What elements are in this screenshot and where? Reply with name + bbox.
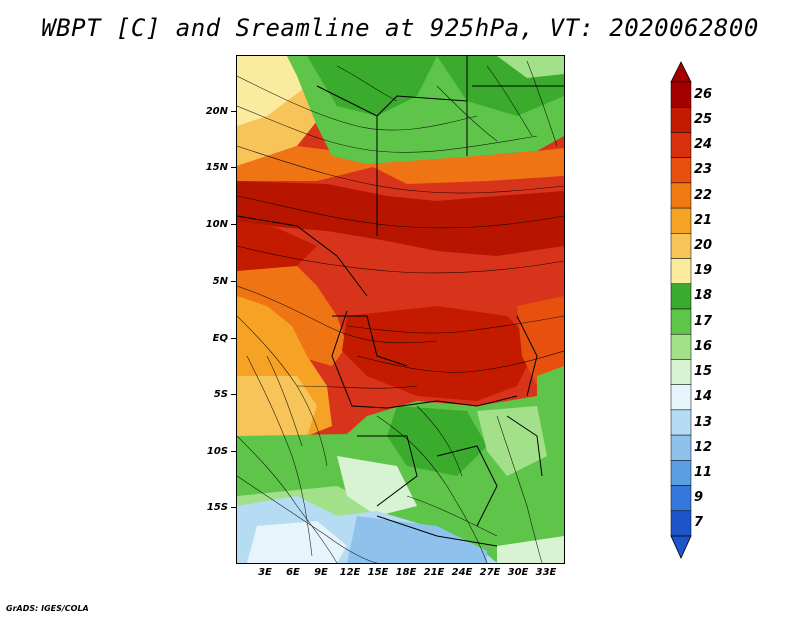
colorbar-swatch: [670, 207, 692, 234]
lat-tick: [231, 111, 236, 112]
colorbar-swatch: [670, 359, 692, 385]
colorbar-label: 25: [694, 111, 713, 127]
lon-label-9e: 9E: [314, 567, 328, 578]
colorbar-max-arrow: [670, 61, 692, 83]
colorbar-swatch: [670, 308, 692, 335]
lon-label-33e: 33E: [535, 567, 557, 578]
lat-label-15n: 15N: [205, 162, 228, 173]
colorbar-swatch: [670, 233, 692, 259]
colorbar-swatch: [670, 157, 692, 184]
colorbar-swatch: [670, 510, 692, 537]
lat-label-15s: 15S: [206, 502, 228, 513]
colorbar-label: 19: [694, 263, 713, 279]
colorbar-label: 9: [694, 490, 704, 506]
lat-tick: [231, 507, 236, 508]
lon-label-18e: 18E: [395, 567, 417, 578]
colorbar-swatch: [670, 409, 692, 436]
colorbar-swatch: [670, 384, 692, 411]
colorbar-label: 21: [694, 212, 713, 228]
colorbar-swatch: [670, 434, 692, 461]
map-title: WBPT [C] and Sreamline at 925hPa, VT: 20…: [41, 14, 759, 42]
lat-label-10s: 10S: [206, 446, 228, 457]
colorbar-swatch: [670, 182, 692, 209]
colorbar-label: 16: [694, 338, 713, 354]
colorbar-swatch: [670, 460, 692, 486]
lat-tick: [231, 451, 236, 452]
colorbar-label: 23: [694, 162, 713, 178]
lat-tick: [231, 394, 236, 395]
lon-label-24e: 24E: [451, 567, 473, 578]
colorbar-label: 20: [694, 237, 713, 253]
colorbar-label: 22: [694, 187, 713, 203]
lat-tick: [231, 167, 236, 168]
colorbar-swatch: [670, 81, 692, 108]
colorbar-min-arrow: [670, 535, 692, 559]
colorbar-swatch: [670, 106, 692, 133]
colorbar-label: 7: [694, 515, 704, 531]
colorbar-swatch: [670, 283, 692, 310]
map-plot-area: [236, 55, 565, 564]
lon-label-21e: 21E: [423, 567, 445, 578]
colorbar-label: 12: [694, 439, 713, 455]
credit-text: GrADS: IGES/COLA: [6, 604, 89, 613]
lat-label-5n: 5N: [212, 276, 228, 287]
lat-tick: [231, 338, 236, 339]
colorbar-label: 24: [694, 137, 713, 153]
lon-label-3e: 3E: [258, 567, 272, 578]
lat-tick: [231, 224, 236, 225]
lon-label-12e: 12E: [339, 567, 361, 578]
lon-label-6e: 6E: [286, 567, 300, 578]
colorbar-label: 17: [694, 313, 713, 329]
lat-label-eq: EQ: [212, 333, 228, 344]
colorbar-swatch: [670, 485, 692, 512]
lon-label-27e: 27E: [479, 567, 501, 578]
wbpt-field: [237, 56, 564, 563]
lat-label-5s: 5S: [213, 389, 228, 400]
colorbar-label: 15: [694, 364, 713, 380]
lon-label-15e: 15E: [367, 567, 389, 578]
colorbar-label: 14: [694, 389, 713, 405]
colorbar-swatch: [670, 132, 692, 158]
colorbar-label: 18: [694, 288, 713, 304]
colorbar-label: 13: [694, 414, 713, 430]
lat-tick: [231, 281, 236, 282]
colorbar-label: 26: [694, 86, 713, 102]
colorbar-swatch: [670, 258, 692, 285]
lat-label-10n: 10N: [205, 219, 228, 230]
lat-label-20n: 20N: [205, 106, 228, 117]
colorbar-label: 11: [694, 464, 713, 480]
colorbar-swatch: [670, 333, 692, 360]
lon-label-30e: 30E: [507, 567, 529, 578]
colorbar: [670, 61, 692, 559]
